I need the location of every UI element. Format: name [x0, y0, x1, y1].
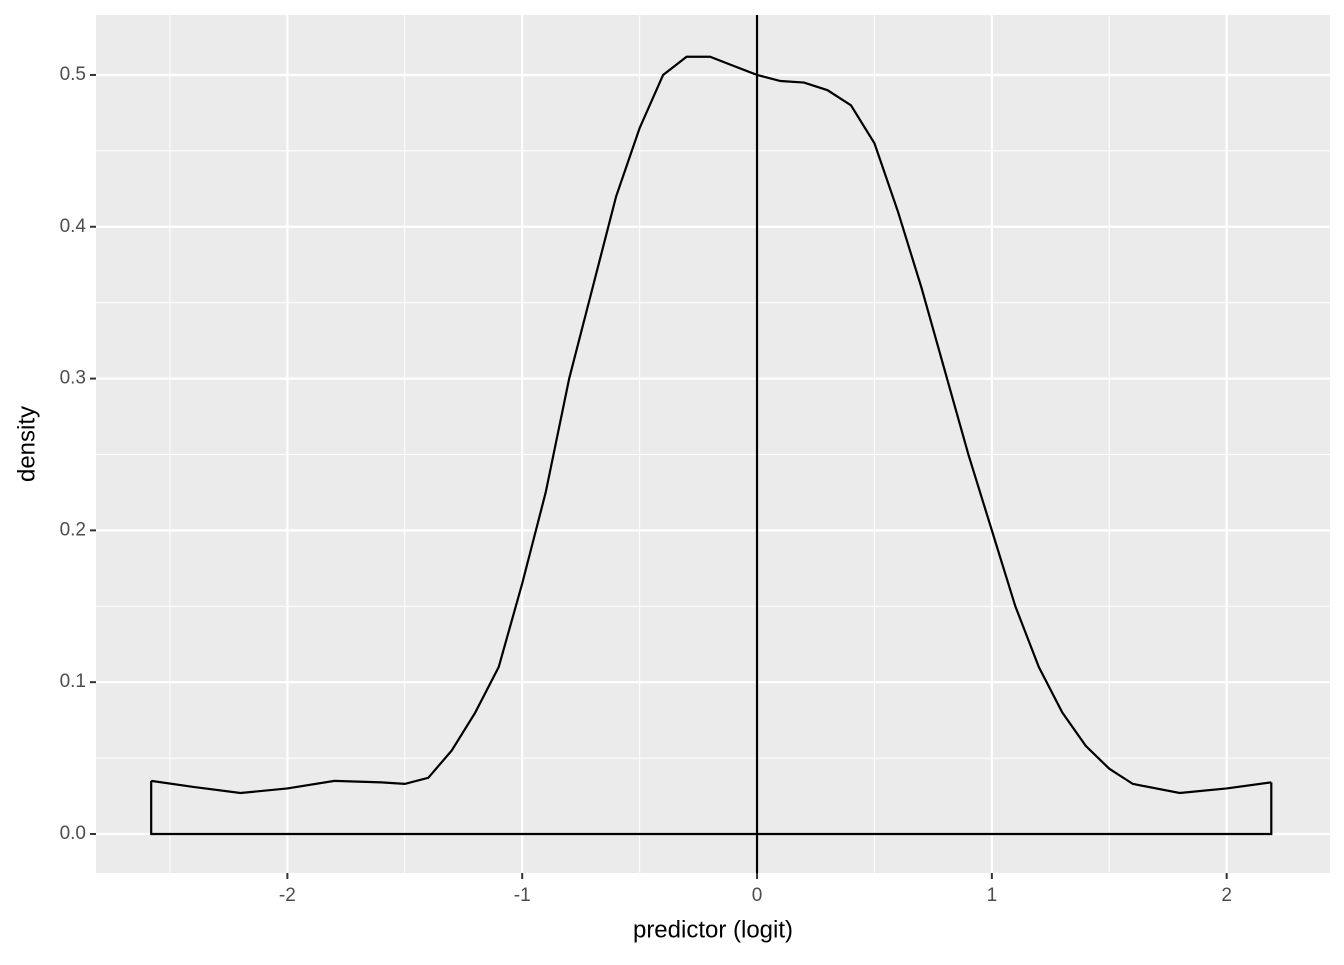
- y-tick-label: 0.4: [60, 216, 87, 237]
- y-tick-label: 0.0: [60, 823, 86, 844]
- outline-edge: [150, 780, 1273, 836]
- density-line: [151, 55, 1272, 795]
- x-tick-label: 2: [1221, 885, 1232, 906]
- x-tick-label: -1: [514, 885, 531, 906]
- panel: [96, 15, 1330, 873]
- y-tick-label: 0.2: [60, 519, 86, 540]
- y-axis-label: density: [13, 406, 40, 482]
- x-axis-label: predictor (logit): [633, 916, 793, 943]
- marks: [150, 15, 1273, 873]
- y-tick-label: 0.1: [60, 671, 86, 692]
- y-tick-label: 0.5: [60, 64, 86, 85]
- x-tick-label: 0: [752, 885, 763, 906]
- x-tick-label: 1: [987, 885, 998, 906]
- y-tick-label: 0.3: [60, 368, 86, 389]
- x-tick-label: -2: [279, 885, 296, 906]
